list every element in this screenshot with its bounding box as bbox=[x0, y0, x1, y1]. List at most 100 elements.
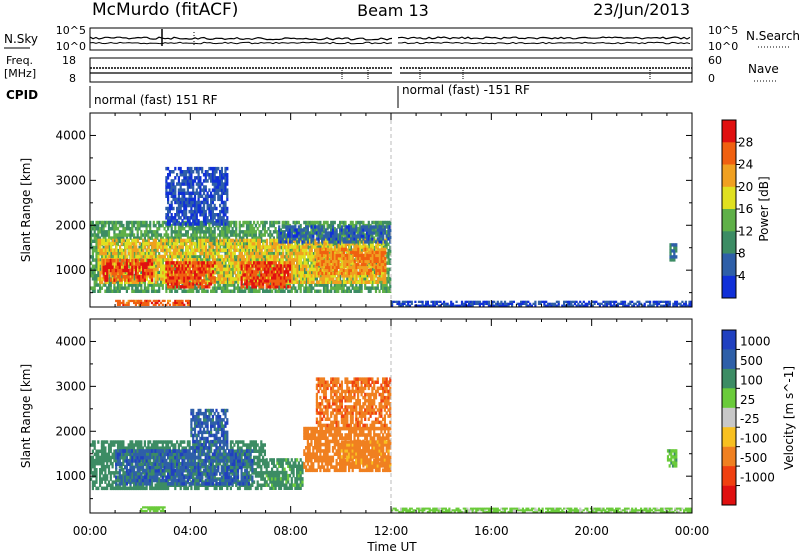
heatmap-cell bbox=[384, 274, 387, 278]
heatmap-cell bbox=[330, 265, 333, 270]
heatmap-cell bbox=[334, 251, 337, 256]
heatmap-cell bbox=[287, 261, 290, 265]
heatmap-cell bbox=[179, 254, 183, 259]
heatmap-cell bbox=[283, 289, 286, 293]
heatmap-cell bbox=[147, 241, 150, 246]
heatmap-cell bbox=[199, 230, 202, 234]
heatmap-cell bbox=[131, 220, 134, 225]
heatmap-cell bbox=[202, 233, 206, 237]
heatmap-cell bbox=[285, 279, 288, 283]
heatmap-cell bbox=[192, 267, 195, 271]
heatmap-cell bbox=[183, 279, 186, 283]
heatmap-cell bbox=[90, 242, 93, 247]
heatmap-cell bbox=[133, 245, 136, 249]
heatmap-cell bbox=[93, 280, 96, 284]
heatmap-cell bbox=[163, 238, 166, 243]
heatmap-cell bbox=[116, 283, 120, 287]
heatmap-cell bbox=[237, 254, 240, 259]
heatmap-cell bbox=[158, 233, 161, 237]
heatmap-cell bbox=[134, 227, 137, 231]
heatmap-cell bbox=[380, 242, 383, 247]
heatmap-cell bbox=[247, 289, 250, 293]
heatmap-cell bbox=[251, 273, 254, 277]
heatmap-cell bbox=[197, 261, 200, 265]
heatmap-cell bbox=[357, 289, 360, 293]
heatmap-cell bbox=[219, 286, 222, 290]
heatmap-cell bbox=[213, 283, 216, 287]
heatmap-cell bbox=[162, 274, 165, 278]
heatmap-cell bbox=[230, 280, 233, 284]
heatmap-cell bbox=[224, 258, 227, 262]
heatmap-cell bbox=[106, 254, 109, 259]
heatmap-cell bbox=[188, 236, 191, 240]
heatmap-cell bbox=[299, 283, 302, 287]
heatmap-cell bbox=[120, 271, 123, 276]
heatmap-cell bbox=[378, 241, 381, 246]
heatmap-cell bbox=[314, 270, 317, 275]
heatmap-cell bbox=[326, 250, 329, 255]
heatmap-cell bbox=[300, 254, 303, 259]
heatmap-cell bbox=[341, 267, 344, 272]
heatmap-cell bbox=[183, 238, 186, 243]
heatmap-cell bbox=[303, 286, 306, 290]
heatmap-cell bbox=[217, 274, 220, 278]
heatmap-cell bbox=[185, 258, 188, 262]
heatmap-cell bbox=[322, 220, 326, 225]
heatmap-cell bbox=[217, 270, 220, 275]
heatmap-cell bbox=[154, 248, 157, 253]
heatmap-cell bbox=[287, 258, 290, 262]
heatmap-cell bbox=[158, 241, 161, 246]
heatmap-cell bbox=[95, 280, 98, 284]
heatmap-cell bbox=[254, 289, 257, 293]
heatmap-cell bbox=[197, 248, 201, 252]
heatmap-cell bbox=[334, 274, 337, 278]
heatmap-cell bbox=[120, 280, 123, 284]
heatmap-cell bbox=[276, 241, 279, 246]
heatmap-cell bbox=[202, 270, 206, 274]
heatmap-cell bbox=[220, 261, 223, 265]
heatmap-cell bbox=[111, 273, 114, 278]
heatmap-cell bbox=[229, 267, 232, 272]
heatmap-cell bbox=[152, 220, 155, 225]
heatmap-cell bbox=[197, 258, 201, 262]
heatmap-cell bbox=[190, 248, 193, 252]
heatmap-cell bbox=[136, 275, 139, 279]
heatmap-cell bbox=[242, 236, 245, 240]
heatmap-cell bbox=[134, 289, 137, 293]
heatmap-cell bbox=[131, 223, 134, 228]
heatmap-cell bbox=[230, 277, 233, 281]
heatmap-cell bbox=[342, 283, 345, 287]
heatmap-cell bbox=[190, 241, 193, 246]
heatmap-cell bbox=[253, 248, 256, 252]
heatmap-cell bbox=[185, 230, 188, 234]
heatmap-cell bbox=[199, 238, 202, 243]
heatmap-cell bbox=[383, 220, 386, 225]
heatmap-cell bbox=[299, 223, 302, 228]
heatmap-cell bbox=[107, 223, 111, 228]
heatmap-cell bbox=[169, 241, 172, 246]
heatmap-cell bbox=[365, 286, 369, 290]
heatmap-cell bbox=[95, 258, 98, 262]
heatmap-cell bbox=[296, 267, 299, 272]
heatmap-cell bbox=[199, 258, 202, 262]
heatmap-cell bbox=[278, 248, 281, 252]
heatmap-cell bbox=[177, 282, 180, 286]
heatmap-cell bbox=[95, 283, 98, 287]
heatmap-cell bbox=[120, 230, 123, 234]
heatmap-cell bbox=[253, 273, 256, 277]
heatmap-cell bbox=[339, 277, 342, 281]
heatmap-cell bbox=[235, 264, 238, 268]
heatmap-cell bbox=[90, 227, 93, 231]
heatmap-cell bbox=[230, 241, 233, 246]
heatmap-cell bbox=[222, 286, 225, 290]
heatmap-cell bbox=[292, 248, 295, 252]
heatmap-cell bbox=[185, 270, 188, 275]
heatmap-cell bbox=[233, 289, 236, 293]
heatmap-cell bbox=[97, 261, 100, 265]
heatmap-cell bbox=[196, 248, 199, 252]
heatmap-cell bbox=[129, 254, 132, 259]
heatmap-cell bbox=[124, 262, 127, 266]
heatmap-cell bbox=[253, 258, 256, 262]
heatmap-cell bbox=[120, 220, 123, 225]
heatmap-cell bbox=[315, 259, 318, 264]
